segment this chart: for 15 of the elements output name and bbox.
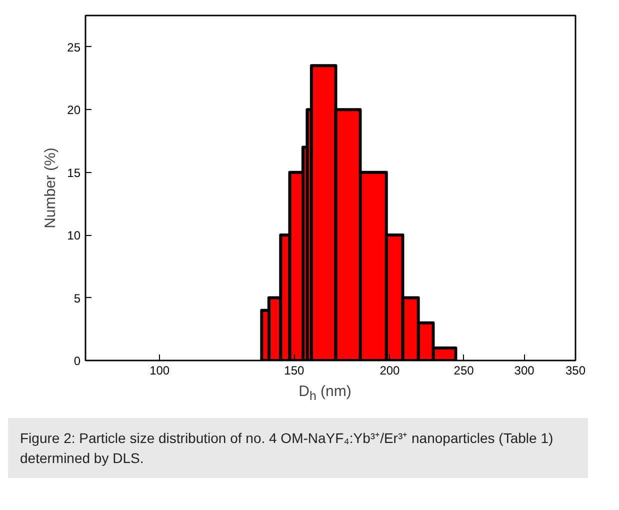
x-tick-label: 300 [514,364,535,378]
y-axis-title: Number (%) [42,148,60,228]
x-tick-label: 200 [380,364,400,378]
y-tick-label: 25 [67,40,81,54]
x-axis-title: D$_{h}$ (nm) [298,382,352,405]
y-tick-label: 20 [67,103,81,118]
x-tick-label: 350 [565,364,586,378]
caption: Figure 2: Particle size distribution of no. 4 OM-NaYF₄:Yb³⁺/Er³⁺ nanoparticles (Table 1) determined by DLS. [8,418,588,478]
y-tick-label: 5 [74,291,81,306]
y-tick-label: 15 [67,166,81,180]
x-tick-label: 150 [284,364,305,378]
x-tick-label: 100 [150,364,170,378]
y-tick-label: 0 [74,354,81,368]
y-tick-label: 10 [67,228,81,243]
x-tick-label: 250 [454,364,474,378]
